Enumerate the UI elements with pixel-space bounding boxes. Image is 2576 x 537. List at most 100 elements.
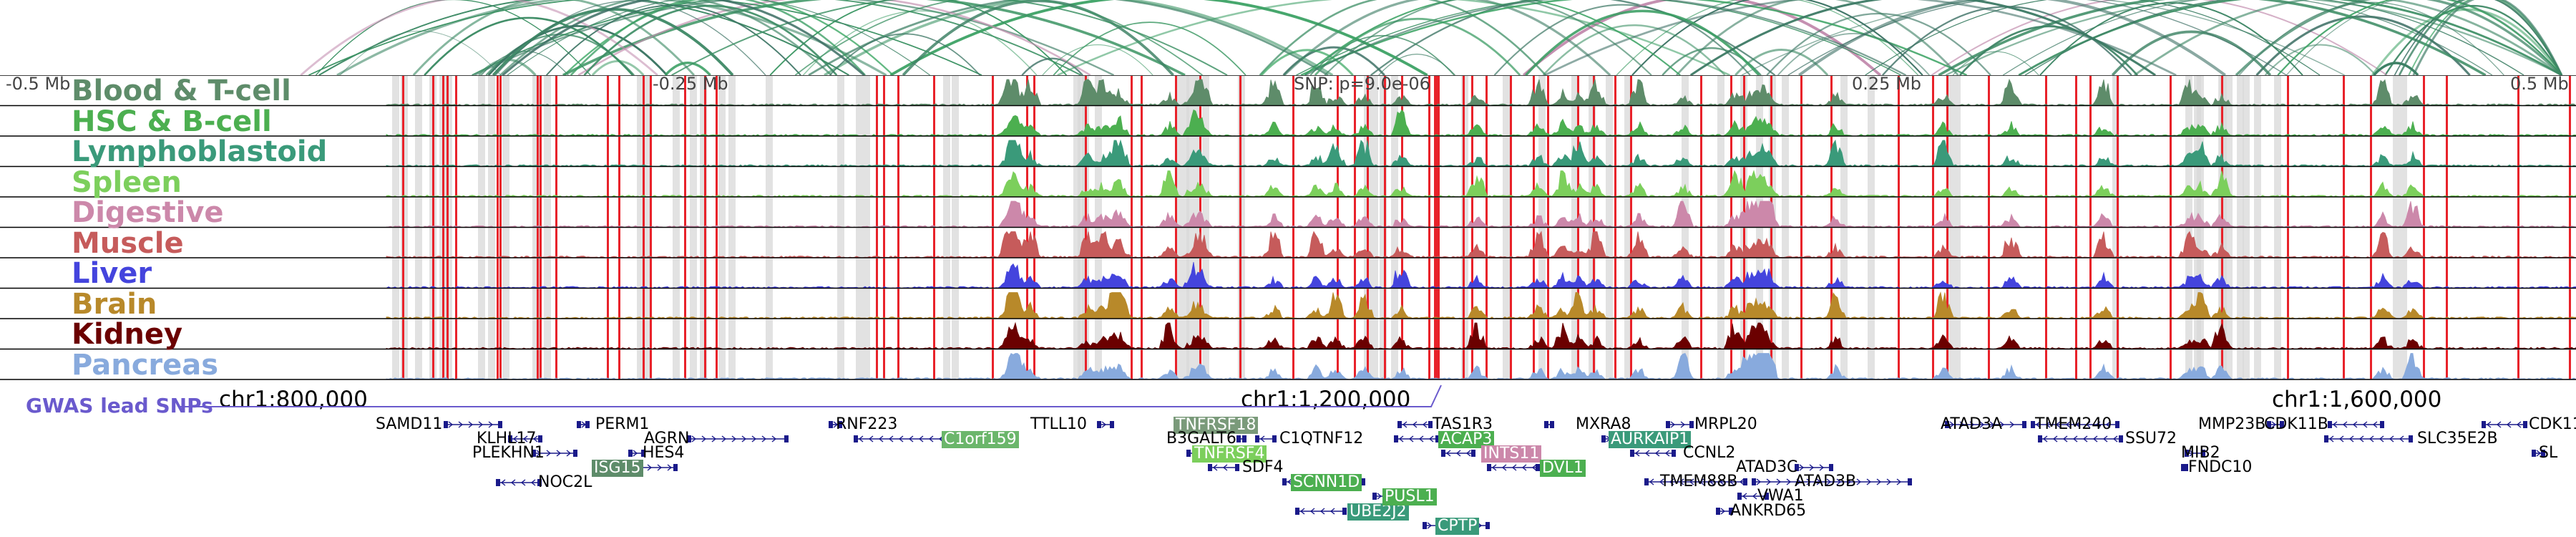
gene-model xyxy=(854,435,946,442)
gene-label-mib2: MIB2 xyxy=(2181,444,2220,462)
loop-arc xyxy=(1865,0,2321,75)
track-lymphoblastoid xyxy=(0,135,2576,167)
loop-arc xyxy=(1057,0,1730,75)
gene-label-pusl1: PUSL1 xyxy=(1382,488,1437,505)
loop-arc xyxy=(1952,51,2039,75)
loop-arc xyxy=(318,0,849,75)
track-label: Liver xyxy=(72,257,152,290)
gene-label-mrpl20: MRPL20 xyxy=(1694,415,1757,433)
gene-label-klhl17: KLHL17 xyxy=(477,430,537,448)
gene-label-fndc10: FNDC10 xyxy=(2188,458,2253,476)
gene-label-mxra8: MXRA8 xyxy=(1576,415,1631,433)
loop-arc xyxy=(2264,44,2376,75)
loop-arc xyxy=(474,0,1115,75)
gene-model xyxy=(1441,450,1475,457)
loop-arc xyxy=(340,30,502,75)
gene-label-tmem88b: TMEM88B xyxy=(1660,473,1738,490)
gene-model xyxy=(1795,464,1833,471)
gene-label-rnf223: RNF223 xyxy=(836,415,898,433)
gene-model xyxy=(1397,421,1433,428)
loop-arc xyxy=(1689,0,2157,75)
loop-arc xyxy=(2398,0,2563,75)
loop-arc xyxy=(1260,49,1354,75)
loop-arc xyxy=(1544,0,2177,75)
loop-arc xyxy=(1021,57,1083,75)
gene-model xyxy=(2324,435,2413,442)
track-label: Brain xyxy=(72,287,157,321)
gene-label-hes4: HES4 xyxy=(643,444,685,462)
track-label: Kidney xyxy=(72,318,183,351)
loop-arc xyxy=(2255,15,2471,75)
loop-arc xyxy=(545,4,801,75)
gene-label-vwa1: VWA1 xyxy=(1757,487,1804,505)
loop-arc xyxy=(2002,0,2493,75)
loop-arc xyxy=(495,0,766,75)
gene-label-ube2j2: UBE2J2 xyxy=(1347,503,1409,521)
loop-arc xyxy=(424,16,634,75)
loop-arc xyxy=(1283,0,1611,75)
track-kidney xyxy=(0,318,2576,349)
track-label: Digestive xyxy=(72,196,224,229)
gene-label-ttll10: TTLL10 xyxy=(1030,415,1087,433)
loop-arc xyxy=(1542,24,1726,75)
loop-arc xyxy=(2277,0,2562,75)
loop-arc xyxy=(1525,9,1760,75)
gene-model xyxy=(1630,450,1676,457)
track-hsc-b-cell xyxy=(0,105,2576,137)
loop-arc xyxy=(308,0,982,75)
loop-arc xyxy=(1324,0,1652,75)
loop-arc xyxy=(499,0,832,75)
loop-arc xyxy=(1741,0,2345,75)
loop-arc xyxy=(829,33,981,75)
coordinate-label-1600000: chr1:1,600,000 xyxy=(2272,387,2442,412)
loop-arc xyxy=(487,25,668,75)
loop-arc xyxy=(2371,8,2563,75)
loop-arc xyxy=(412,0,696,75)
gene-model xyxy=(444,421,502,428)
loop-arc xyxy=(2039,2,2303,75)
loop-arc xyxy=(2134,0,2562,75)
track-label: HSC & B-cell xyxy=(72,105,272,138)
loop-arc xyxy=(2412,0,2563,75)
gwas-lead-snps-label: GWAS lead SNPs xyxy=(26,394,213,417)
gene-label-atad3c: ATAD3C xyxy=(1736,458,1798,476)
coordinate-label-800000: chr1:800,000 xyxy=(219,387,368,412)
loop-arc xyxy=(583,4,838,75)
loop-arc xyxy=(1042,44,1153,75)
gene-model xyxy=(496,479,542,486)
track-spleen xyxy=(0,165,2576,198)
gene-label-ints11: INTS11 xyxy=(1481,445,1542,463)
loop-arc xyxy=(481,51,569,75)
track-muscle xyxy=(0,226,2576,258)
loop-arc xyxy=(664,62,711,75)
track-label: Muscle xyxy=(72,226,184,260)
gene-model xyxy=(1666,421,1694,428)
gene-label-sl: SL xyxy=(2539,444,2558,462)
gene-label-c1qtnf12: C1QTNF12 xyxy=(1279,430,1364,448)
gene-model xyxy=(577,421,590,428)
gene-label-dvl1: DVL1 xyxy=(1540,460,1586,477)
loop-arc xyxy=(1735,49,1829,75)
gene-label-ssu72: SSU72 xyxy=(2125,430,2177,448)
loop-arc xyxy=(1766,13,1991,75)
track-digestive xyxy=(0,196,2576,228)
gene-model xyxy=(2482,421,2527,428)
loop-arc xyxy=(824,0,1334,75)
loop-arc xyxy=(2384,4,2562,75)
gene-label-agrn: AGRN xyxy=(644,430,690,448)
gene-label-scnn1d: SCNN1D xyxy=(1291,474,1362,491)
gene-model xyxy=(1208,464,1239,471)
gene-label-slc35e2b: SLC35E2B xyxy=(2417,430,2498,448)
loop-arc xyxy=(1931,0,2388,75)
axis-label-left: -0.5 Mb xyxy=(6,74,71,94)
loop-arc xyxy=(1304,0,1907,75)
gene-model xyxy=(1295,508,1347,515)
loop-arc xyxy=(2373,62,2419,75)
loop-arc xyxy=(889,0,1428,75)
gene-model xyxy=(1487,464,1540,471)
loop-arc xyxy=(577,0,1091,75)
axis-label-mid-left: -0.25 Mb xyxy=(653,74,728,94)
loop-arc xyxy=(1314,17,1521,75)
loop-arc xyxy=(570,0,866,75)
gene-model xyxy=(687,435,789,442)
